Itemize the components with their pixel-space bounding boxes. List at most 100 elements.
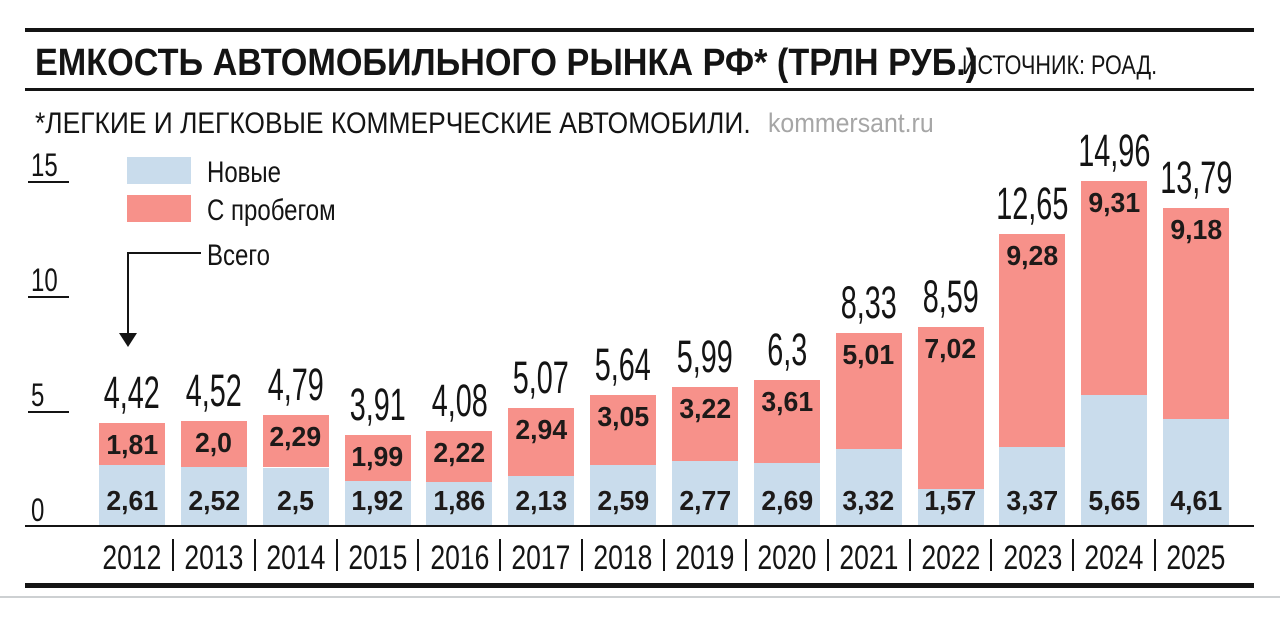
used-value-2015: 1,99 (351, 441, 404, 473)
bar-new-2014 (262, 467, 329, 525)
bar-new-2013 (180, 467, 247, 525)
bar-used-2013 (180, 421, 247, 468)
total-value-2018: 5,64 (595, 339, 652, 391)
bar-used-2015 (344, 435, 411, 481)
total-value-2014: 4,79 (267, 358, 324, 410)
total-value-2015: 3,91 (349, 379, 406, 431)
new-value-2014: 2,5 (277, 485, 315, 516)
total-value-2019: 5,99 (676, 331, 733, 383)
y-tick-label-0: 0 (31, 492, 45, 528)
new-value-2017: 2,13 (515, 485, 568, 516)
used-value-2025: 9,18 (1170, 213, 1222, 245)
source-credit: ИСТОЧНИК: РОАД. (962, 50, 1158, 80)
bar-new-2012 (99, 464, 165, 525)
x-tick-separator-2 (253, 539, 256, 571)
new-value-2021: 3,32 (842, 485, 895, 516)
new-value-2024: 5,65 (1088, 485, 1141, 516)
x-tick-separator-6 (581, 539, 584, 571)
used-value-2016: 2,22 (433, 437, 486, 469)
x-tick-label-2024: 2024 (1084, 539, 1144, 577)
total-value-2017: 5,07 (513, 352, 570, 404)
x-tick-label-2015: 2015 (348, 539, 408, 577)
bar-new-2022 (917, 488, 984, 525)
used-value-2012: 1,81 (106, 429, 158, 461)
bar-used-2018 (590, 395, 657, 466)
used-value-2017: 2,94 (515, 414, 568, 446)
new-value-2020: 2,69 (760, 485, 813, 516)
bar-used-2020 (753, 380, 820, 464)
x-tick-label-2020: 2020 (757, 539, 817, 577)
bottom-thick-rule (25, 583, 1254, 588)
page-title: ЕМКОСТЬ АВТОМОБИЛЬНОГО РЫНКА РФ* (ТРЛН Р… (35, 42, 978, 84)
bar-new-2021 (835, 448, 902, 525)
x-tick-label-2022: 2022 (920, 539, 980, 577)
bar-used-2019 (671, 387, 738, 462)
x-tick-separator-1 (171, 539, 174, 571)
bar-used-2023 (999, 234, 1066, 448)
bar-used-2021 (835, 333, 902, 449)
x-tick-separator-10 (908, 539, 911, 571)
used-value-2019: 3,22 (679, 393, 731, 425)
total-arrow-vertical (127, 252, 129, 334)
used-value-2021: 5,01 (842, 339, 895, 371)
bar-used-2022 (917, 327, 984, 489)
x-tick-label-2023: 2023 (1002, 539, 1062, 577)
bar-new-2019 (671, 461, 738, 525)
bar-new-2017 (508, 476, 575, 525)
y-tick-line-10 (28, 296, 69, 298)
y-tick-line-5 (28, 411, 69, 413)
x-tick-label-2019: 2019 (675, 539, 735, 577)
y-tick-label-5: 5 (31, 377, 45, 413)
x-tick-separator-9 (826, 539, 829, 571)
bottom-gray-rule (0, 596, 1280, 598)
used-value-2022: 7,02 (924, 333, 977, 365)
used-value-2018: 3,05 (597, 401, 649, 433)
total-value-2013: 4,52 (185, 365, 242, 417)
new-value-2019: 2,77 (679, 485, 731, 516)
footnote-subtitle: *ЛЕГКИЕ И ЛЕГКОВЫЕ КОММЕРЧЕСКИЕ АВТОМОБИ… (35, 107, 751, 140)
legend-swatch-new (127, 157, 191, 184)
used-value-2020: 3,61 (760, 386, 813, 418)
total-value-2025: 13,79 (1160, 151, 1233, 203)
bar-used-2025 (1163, 207, 1230, 419)
y-tick-line-15 (28, 181, 69, 183)
legend-label-total: Всего (207, 239, 270, 272)
total-value-2023: 12,65 (996, 178, 1069, 230)
x-tick-separator-11 (990, 539, 993, 571)
bar-new-2024 (1081, 395, 1148, 525)
bar-new-2016 (426, 482, 493, 525)
x-tick-label-2025: 2025 (1166, 539, 1226, 577)
bar-new-2025 (1163, 418, 1230, 525)
new-value-2023: 3,37 (1006, 485, 1059, 516)
total-value-2020: 6,3 (766, 324, 807, 376)
bar-new-2015 (344, 480, 411, 525)
x-tick-separator-8 (744, 539, 747, 571)
total-arrow-horizontal (127, 252, 201, 254)
x-tick-separator-5 (499, 539, 502, 571)
x-tick-label-2013: 2013 (184, 539, 244, 577)
total-value-2012: 4,42 (103, 367, 161, 419)
new-value-2025: 4,61 (1170, 485, 1222, 516)
x-tick-separator-13 (1154, 539, 1157, 571)
x-tick-label-2017: 2017 (511, 539, 571, 577)
new-value-2018: 2,59 (597, 485, 649, 516)
x-tick-separator-4 (417, 539, 420, 571)
used-value-2013: 2,0 (195, 427, 233, 459)
legend-label-used: С пробегом (207, 194, 336, 227)
bar-used-2012 (99, 423, 165, 465)
new-value-2015: 1,92 (351, 485, 404, 516)
bar-used-2024 (1081, 180, 1148, 396)
new-value-2022: 1,57 (924, 485, 977, 516)
x-tick-label-2016: 2016 (429, 539, 489, 577)
x-tick-label-2021: 2021 (839, 539, 899, 577)
total-arrow-head-icon (119, 333, 137, 347)
legend-label-new: Новые (207, 156, 282, 189)
bar-new-2023 (999, 447, 1066, 525)
y-tick-label-10: 10 (31, 262, 58, 298)
total-value-2016: 4,08 (431, 375, 488, 427)
x-tick-label-2014: 2014 (266, 539, 326, 577)
x-tick-separator-12 (1072, 539, 1075, 571)
x-tick-separator-7 (663, 539, 666, 571)
x-axis-baseline (25, 525, 1254, 527)
